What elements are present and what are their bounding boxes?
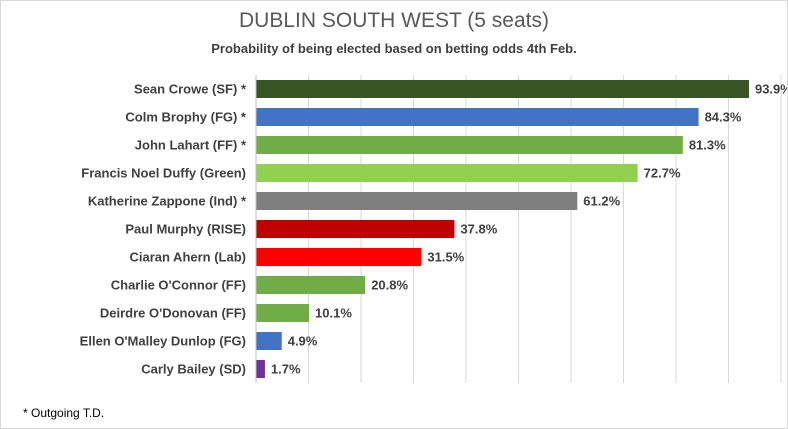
bar xyxy=(256,304,310,322)
category-label: Colm Brophy (FG) * xyxy=(125,110,247,125)
bar xyxy=(256,360,265,378)
data-label: 93.9% xyxy=(755,82,787,97)
data-label: 72.7% xyxy=(644,166,681,181)
data-label: 4.9% xyxy=(288,334,318,349)
bar xyxy=(256,108,699,126)
category-label: Ciaran Ahern (Lab) xyxy=(129,250,246,265)
category-label: Francis Noel Duffy (Green) xyxy=(81,166,246,181)
category-label: Katherine Zappone (Ind) * xyxy=(88,194,247,209)
bar xyxy=(256,164,638,182)
category-label: Charlie O'Connor (FF) xyxy=(111,278,246,293)
bar xyxy=(256,332,282,350)
category-label: Deirdre O'Donovan (FF) xyxy=(100,306,246,321)
bar xyxy=(256,136,683,154)
category-label: Paul Murphy (RISE) xyxy=(125,222,246,237)
data-label: 20.8% xyxy=(371,278,408,293)
chart-subtitle: Probability of being elected based on be… xyxy=(211,41,577,56)
data-label: 84.3% xyxy=(705,110,742,125)
bar xyxy=(256,192,578,210)
data-label: 1.7% xyxy=(271,362,301,377)
chart-title: DUBLIN SOUTH WEST (5 seats) xyxy=(239,9,549,32)
category-label: Ellen O'Malley Dunlop (FG) xyxy=(80,334,246,349)
footnote: * Outgoing T.D. xyxy=(23,406,105,420)
data-label: 81.3% xyxy=(689,138,726,153)
bar xyxy=(256,80,749,98)
data-label: 61.2% xyxy=(583,194,620,209)
category-label: John Lahart (FF) * xyxy=(135,138,247,153)
bar xyxy=(256,220,455,238)
data-label: 31.5% xyxy=(427,250,464,265)
data-label: 10.1% xyxy=(315,306,352,321)
data-label: 37.8% xyxy=(460,222,497,237)
category-label: Sean Crowe (SF) * xyxy=(134,82,247,97)
category-label: Carly Bailey (SD) xyxy=(141,362,246,377)
bar xyxy=(256,248,422,266)
bar xyxy=(256,276,366,294)
